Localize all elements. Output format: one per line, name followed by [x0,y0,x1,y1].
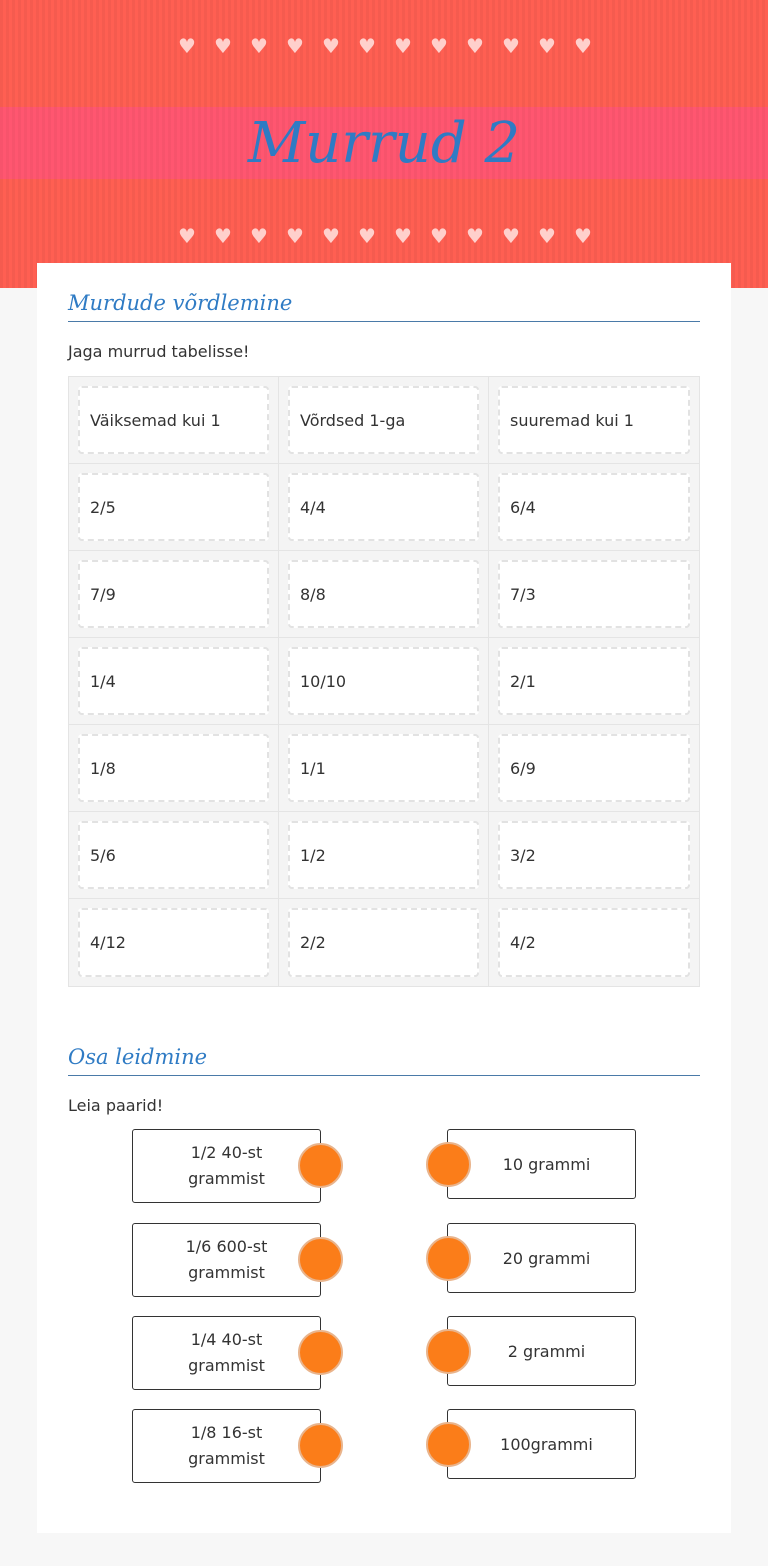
connector-dot[interactable] [426,1329,471,1374]
heart-icon: ♥ [466,224,484,248]
sorting-table: Väiksemad kui 1 Võrdsed 1-ga suuremad kui … [68,376,700,987]
match-left-item[interactable]: 1/8 16-st grammist [132,1409,321,1483]
draggable-fraction[interactable]: 5/6 [78,821,269,889]
heart-icon: ♥ [322,34,340,58]
draggable-fraction[interactable]: 4/2 [498,908,690,977]
draggable-fraction[interactable]: 6/9 [498,734,690,802]
draggable-fraction[interactable]: 1/1 [288,734,479,802]
heart-icon: ♥ [358,34,376,58]
column-header: Väiksemad kui 1 [78,386,269,454]
heart-icon: ♥ [502,34,520,58]
heart-icon: ♥ [538,224,556,248]
connector-dot[interactable] [426,1142,471,1187]
heart-icon: ♥ [502,224,520,248]
table-cell: 4/4 [279,464,489,551]
heart-icon: ♥ [214,224,232,248]
instruction: Leia paarid! [68,1096,164,1115]
draggable-fraction[interactable]: 1/4 [78,647,269,715]
connector-dot[interactable] [426,1422,471,1467]
connector-dot[interactable] [298,1143,343,1188]
heart-icon: ♥ [394,224,412,248]
table-cell: 1/4 [69,638,279,725]
draggable-fraction[interactable]: 10/10 [288,647,479,715]
match-left-item[interactable]: 1/2 40-st grammist [132,1129,321,1203]
heart-icon: ♥ [214,34,232,58]
draggable-fraction[interactable]: 2/5 [78,473,269,541]
match-left-item[interactable]: 1/6 600-st grammist [132,1223,321,1297]
table-cell: 2/2 [279,899,489,986]
heart-icon: ♥ [286,224,304,248]
connector-dot[interactable] [298,1423,343,1468]
match-left-item[interactable]: 1/4 40-st grammist [132,1316,321,1390]
draggable-fraction[interactable]: 1/8 [78,734,269,802]
heart-icon: ♥ [178,34,196,58]
draggable-fraction[interactable]: 7/3 [498,560,690,628]
column-header: Võrdsed 1-ga [288,386,479,454]
table-cell: 4/2 [489,899,699,986]
draggable-fraction[interactable]: 3/2 [498,821,690,889]
draggable-fraction[interactable]: 4/4 [288,473,479,541]
draggable-fraction[interactable]: 6/4 [498,473,690,541]
heart-icon: ♥ [466,34,484,58]
column-header: suuremad kui 1 [498,386,690,454]
table-cell: 1/2 [279,812,489,899]
table-cell: suuremad kui 1 [489,377,699,464]
page-title: Murrud 2 [247,111,521,176]
match-right-item[interactable]: 2 grammi [447,1316,636,1386]
connector-dot[interactable] [298,1330,343,1375]
content-card: Murdude võrdlemine Jaga murrud tabelisse… [37,263,731,1533]
draggable-fraction[interactable]: 2/2 [288,908,479,977]
connector-dot[interactable] [298,1237,343,1282]
draggable-fraction[interactable]: 7/9 [78,560,269,628]
header-banner: ♥ ♥ ♥ ♥ ♥ ♥ ♥ ♥ ♥ ♥ ♥ ♥ Murrud 2 ♥ ♥ ♥ ♥ ♥ ♥ ♥ ♥ ♥ ♥ ♥ ♥ [0,0,768,288]
table-cell: 6/9 [489,725,699,812]
table-cell: 5/6 [69,812,279,899]
hearts-top: ♥ ♥ ♥ ♥ ♥ ♥ ♥ ♥ ♥ ♥ ♥ ♥ [178,36,592,56]
draggable-fraction[interactable]: 4/12 [78,908,269,977]
table-cell: Võrdsed 1-ga [279,377,489,464]
table-cell: 1/1 [279,725,489,812]
draggable-fraction[interactable]: 1/2 [288,821,479,889]
hearts-bottom: ♥ ♥ ♥ ♥ ♥ ♥ ♥ ♥ ♥ ♥ ♥ ♥ [178,226,592,246]
heart-icon: ♥ [574,224,592,248]
table-cell: 10/10 [279,638,489,725]
table-cell: 3/2 [489,812,699,899]
match-right-item[interactable]: 100grammi [447,1409,636,1479]
match-right-item[interactable]: 10 grammi [447,1129,636,1199]
section-title: Murdude võrdlemine [68,291,700,322]
heart-icon: ♥ [178,224,196,248]
table-cell: 1/8 [69,725,279,812]
title-band [0,107,768,179]
instruction: Jaga murrud tabelisse! [68,342,250,361]
connector-dot[interactable] [426,1236,471,1281]
match-right-item[interactable]: 20 grammi [447,1223,636,1293]
heart-icon: ♥ [574,34,592,58]
heart-icon: ♥ [430,34,448,58]
table-cell: 7/3 [489,551,699,638]
heart-icon: ♥ [250,34,268,58]
table-cell: Väiksemad kui 1 [69,377,279,464]
table-cell: 7/9 [69,551,279,638]
heart-icon: ♥ [286,34,304,58]
heart-icon: ♥ [394,34,412,58]
heart-icon: ♥ [358,224,376,248]
heart-icon: ♥ [250,224,268,248]
table-cell: 2/5 [69,464,279,551]
heart-icon: ♥ [430,224,448,248]
table-cell: 6/4 [489,464,699,551]
draggable-fraction[interactable]: 2/1 [498,647,690,715]
heart-icon: ♥ [322,224,340,248]
table-cell: 2/1 [489,638,699,725]
table-cell: 4/12 [69,899,279,986]
section-title: Osa leidmine [68,1045,700,1076]
table-cell: 8/8 [279,551,489,638]
draggable-fraction[interactable]: 8/8 [288,560,479,628]
heart-icon: ♥ [538,34,556,58]
